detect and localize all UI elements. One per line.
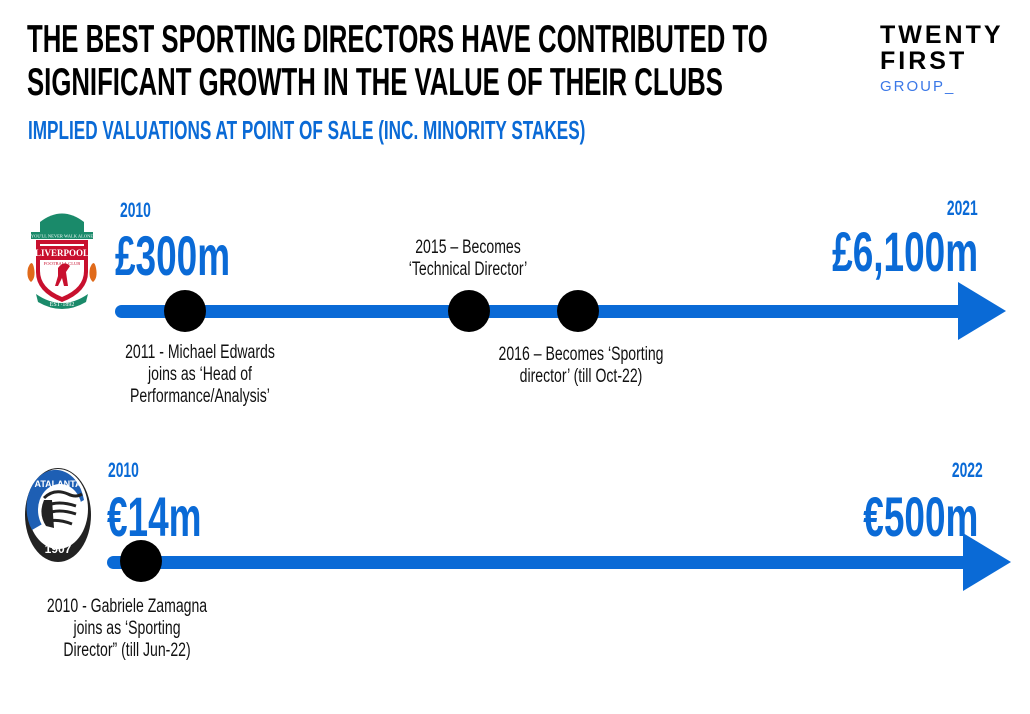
atalanta-start-value: €14m [107,485,202,548]
atalanta-crest-year: 1907 [45,542,72,556]
event-line: ‘Technical Director’ [408,259,528,280]
atalanta-arrowhead-icon [963,533,1011,591]
liverpool-start-year: 2010 [120,199,151,222]
atalanta-crest-name: ATALANTA [35,479,82,489]
liverpool-timeline-bar [115,305,965,318]
atalanta-end-year: 2022 [952,459,983,482]
event-line: 2011 - Michael Edwards [125,342,275,363]
liverpool-event-marker [448,290,490,332]
event-line: 2010 - Gabriele Zamagna [46,596,208,617]
event-line: joins as ‘Head of [148,364,252,385]
page-subtitle: IMPLIED VALUATIONS AT POINT OF SALE (INC… [28,115,586,145]
liverpool-crest-motto: YOU'LL NEVER WALK ALONE [31,234,93,239]
twenty-first-group-logo: TWENTY FIRST GROUP_ [880,22,1004,95]
event-line: 2015 – Becomes [415,237,521,258]
liverpool-end-year: 2021 [947,197,978,220]
atalanta-event-marker [120,540,162,582]
event-line: director’ (till Oct-22) [519,366,643,387]
liverpool-event-2-label: 2015 – Becomes ‘Technical Director’ [409,237,528,281]
page-title-line-1: THE BEST SPORTING DIRECTORS HAVE CONTRIB… [27,18,768,61]
liverpool-crest-est: EST·1892 [50,302,75,308]
liverpool-event-marker [164,290,206,332]
atalanta-start-year: 2010 [108,459,139,482]
event-line: Director” (till Jun-22) [63,640,191,661]
brand-line-3: GROUP_ [880,78,956,95]
liverpool-arrowhead-icon [958,282,1006,340]
liverpool-event-marker [557,290,599,332]
atalanta-crest-icon [25,468,91,562]
page-title-line-2: SIGNIFICANT GROWTH IN THE VALUE OF THEIR… [27,61,723,104]
liverpool-crest-subtitle: FOOTBALL CLUB [44,261,80,266]
event-line: joins as ‘Sporting [73,618,181,639]
liverpool-event-1-label: 2011 - Michael Edwards joins as ‘Head of… [125,342,275,408]
atalanta-end-value: €500m [862,485,978,548]
liverpool-crest-name: LIVERPOOL [35,248,89,258]
atalanta-timeline-bar [107,556,969,569]
liverpool-crest-icon [27,213,97,309]
event-line: 2016 – Becomes ‘Sporting [498,344,664,365]
liverpool-end-value: £6,100m [832,220,978,283]
liverpool-start-value: £300m [115,224,231,287]
brand-line-1: TWENTY [880,21,1004,49]
event-line: Performance/Analysis’ [130,386,270,407]
liverpool-event-3-label: 2016 – Becomes ‘Sporting director’ (till… [499,344,664,388]
atalanta-event-1-label: 2010 - Gabriele Zamagna joins as ‘Sporti… [47,596,207,662]
brand-line-2: FIRST [880,47,968,75]
